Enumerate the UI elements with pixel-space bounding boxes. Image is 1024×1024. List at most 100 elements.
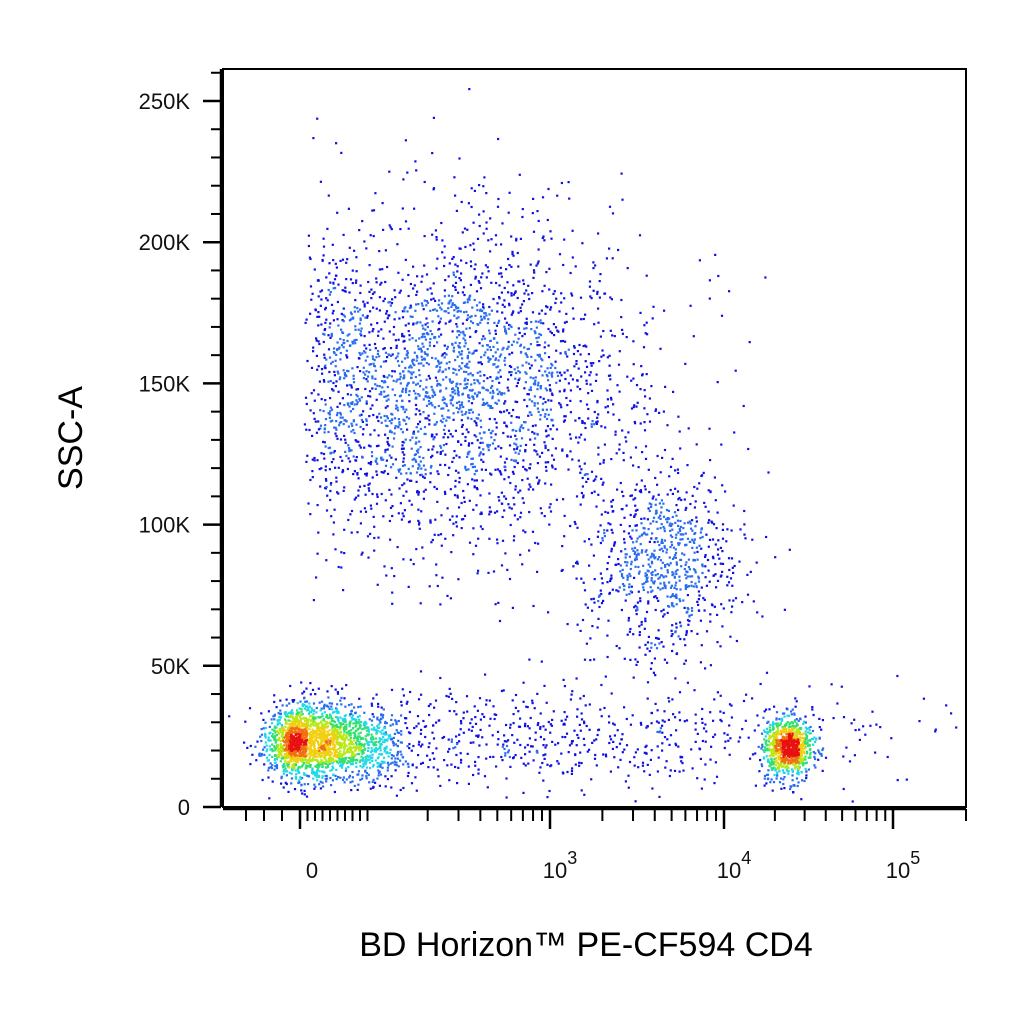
event-dot bbox=[405, 408, 408, 411]
event-dot bbox=[325, 720, 328, 723]
event-dot bbox=[567, 382, 570, 385]
event-dot bbox=[328, 370, 331, 374]
event-dot bbox=[548, 506, 551, 509]
event-dot bbox=[332, 451, 335, 454]
event-dot bbox=[468, 295, 471, 298]
event-dot bbox=[335, 420, 338, 423]
event-dot bbox=[488, 417, 491, 421]
event-dot bbox=[486, 443, 489, 446]
event-dot bbox=[419, 348, 422, 351]
event-dot bbox=[447, 275, 450, 278]
event-dot bbox=[552, 424, 555, 427]
event-dot bbox=[755, 561, 758, 564]
event-dot bbox=[694, 582, 697, 585]
event-dot bbox=[626, 375, 629, 378]
event-dot bbox=[368, 758, 371, 761]
event-dot bbox=[503, 461, 507, 464]
event-dot bbox=[733, 431, 736, 434]
event-dot bbox=[260, 752, 263, 756]
event-dot bbox=[599, 541, 602, 545]
event-dot bbox=[659, 471, 662, 474]
event-dot bbox=[669, 529, 672, 532]
event-dot bbox=[418, 369, 421, 372]
event-dot bbox=[464, 377, 467, 380]
event-dot bbox=[624, 548, 627, 551]
event-dot bbox=[304, 745, 307, 748]
event-dot bbox=[710, 603, 714, 606]
event-dot bbox=[470, 383, 473, 386]
event-dot bbox=[336, 703, 339, 706]
event-dot bbox=[390, 375, 393, 378]
event-dot bbox=[401, 207, 404, 210]
event-dot bbox=[319, 424, 323, 427]
event-dot bbox=[651, 570, 654, 574]
event-dot bbox=[545, 435, 548, 438]
event-dot bbox=[525, 361, 528, 364]
event-dot bbox=[336, 300, 339, 304]
event-dot bbox=[619, 570, 622, 573]
event-dot bbox=[370, 297, 373, 300]
event-dot bbox=[485, 314, 488, 317]
event-dot bbox=[350, 742, 354, 745]
event-dot bbox=[319, 180, 322, 183]
event-dot bbox=[325, 485, 328, 489]
event-dot bbox=[708, 427, 711, 430]
event-dot bbox=[422, 345, 425, 348]
event-dot bbox=[551, 375, 554, 378]
event-dot bbox=[593, 578, 596, 581]
event-dot bbox=[433, 308, 436, 311]
event-dot bbox=[503, 325, 506, 328]
event-dot bbox=[378, 393, 381, 396]
event-dot bbox=[600, 355, 603, 358]
event-dot bbox=[384, 360, 388, 363]
event-dot bbox=[545, 469, 548, 472]
event-dot bbox=[288, 723, 291, 726]
event-dot bbox=[373, 750, 376, 753]
event-dot bbox=[343, 720, 346, 723]
event-dot bbox=[355, 765, 358, 768]
event-dot bbox=[476, 439, 479, 442]
event-dot bbox=[377, 434, 380, 437]
event-dot bbox=[569, 411, 572, 414]
event-dot bbox=[389, 762, 392, 765]
event-dot bbox=[341, 766, 344, 769]
event-dot bbox=[696, 632, 699, 635]
event-dot bbox=[317, 295, 320, 298]
event-dot bbox=[634, 509, 637, 512]
event-dot bbox=[492, 297, 495, 301]
event-dot bbox=[592, 261, 595, 264]
event-dot bbox=[399, 788, 402, 792]
event-dot bbox=[408, 499, 411, 502]
event-dot bbox=[650, 505, 653, 508]
event-dot bbox=[273, 725, 276, 728]
event-dot bbox=[285, 722, 288, 725]
event-dot bbox=[624, 561, 627, 564]
event-dot bbox=[552, 323, 555, 326]
event-dot bbox=[543, 284, 546, 287]
event-dot bbox=[377, 756, 380, 759]
event-dot bbox=[430, 401, 433, 404]
event-dot bbox=[644, 445, 648, 448]
event-dot bbox=[335, 142, 338, 145]
event-dot bbox=[445, 403, 448, 406]
event-dot bbox=[346, 467, 349, 471]
event-dot bbox=[660, 540, 663, 543]
event-dot bbox=[404, 139, 407, 142]
event-dot bbox=[348, 732, 351, 735]
event-dot bbox=[629, 590, 632, 593]
event-dot bbox=[742, 404, 745, 408]
event-dot bbox=[361, 737, 364, 740]
event-dot bbox=[328, 293, 331, 296]
event-dot bbox=[305, 740, 308, 744]
event-dot bbox=[326, 722, 329, 725]
event-dot bbox=[384, 785, 387, 788]
event-dot bbox=[493, 321, 496, 324]
event-dot bbox=[479, 494, 482, 497]
event-dot bbox=[566, 455, 569, 458]
event-dot bbox=[440, 354, 444, 357]
event-dot bbox=[635, 613, 638, 616]
event-dot bbox=[369, 407, 372, 410]
event-dot bbox=[318, 342, 321, 346]
event-dot bbox=[256, 740, 259, 743]
event-dot bbox=[510, 458, 513, 461]
